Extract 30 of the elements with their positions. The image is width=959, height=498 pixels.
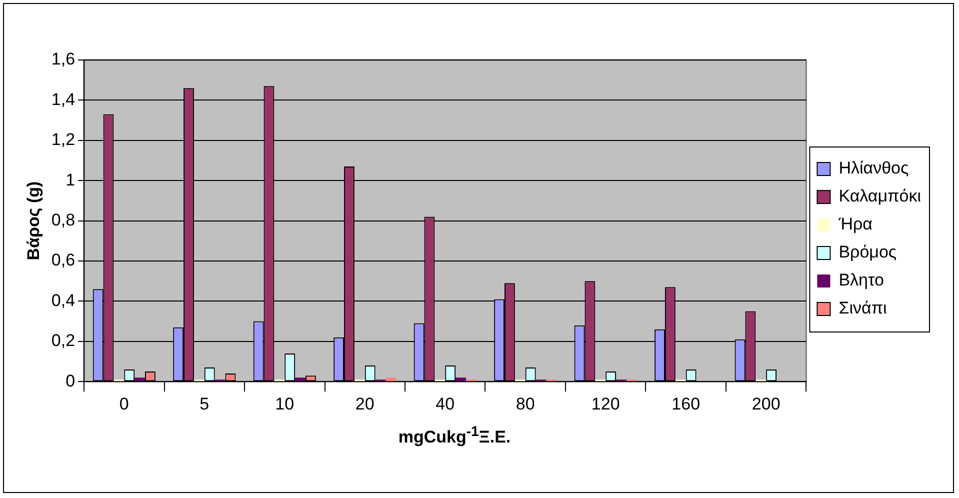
bar [386, 378, 396, 382]
legend-label: Βρόμος [838, 242, 897, 262]
x-tick-label: 200 [752, 394, 780, 414]
x-tick-label: 40 [436, 394, 455, 414]
y-tick-label: 0,4 [51, 290, 76, 310]
x-tick-label: 120 [591, 394, 620, 414]
x-tick-label: 0 [119, 394, 129, 414]
bar [456, 378, 466, 382]
x-axis-title: mgCukg$^{-1}$Ξ.Ε. [397, 424, 512, 448]
legend-label: Ήρα [838, 214, 873, 234]
y-tick-label: 0,6 [51, 250, 76, 270]
bar [295, 378, 306, 382]
x-tick-label: 10 [275, 394, 294, 414]
legend-label: Βλητο [838, 270, 884, 290]
y-axis-title: Βάρος (g) [24, 181, 43, 260]
y-tick-label: 1,6 [51, 50, 76, 69]
x-tick-label: 20 [355, 394, 374, 414]
x-tick-label: 5 [200, 394, 210, 414]
legend-label: Ηλίανθος [838, 158, 909, 178]
y-tick-label: 0,2 [51, 331, 76, 350]
x-tick-label: 80 [516, 394, 535, 414]
y-tick-label: 1 [66, 170, 76, 190]
bar [134, 378, 146, 382]
y-tick-label: 0 [66, 371, 76, 390]
legend-label: Σινάπι [838, 298, 888, 318]
y-tick-label: 1,4 [51, 90, 76, 109]
y-tick-label: 1,2 [51, 130, 76, 150]
x-tick-label: 160 [672, 394, 700, 414]
y-tick-label: 0,8 [51, 210, 76, 230]
legend-label: Καλαμπόκι [838, 186, 922, 206]
